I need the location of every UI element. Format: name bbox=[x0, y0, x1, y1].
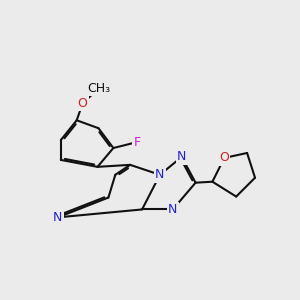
Text: N: N bbox=[168, 203, 178, 216]
Text: N: N bbox=[177, 150, 186, 164]
Text: N: N bbox=[53, 211, 62, 224]
Text: O: O bbox=[78, 97, 88, 110]
Text: N: N bbox=[155, 168, 165, 181]
Text: F: F bbox=[134, 136, 141, 148]
Text: O: O bbox=[219, 152, 229, 164]
Text: CH₃: CH₃ bbox=[87, 82, 110, 95]
